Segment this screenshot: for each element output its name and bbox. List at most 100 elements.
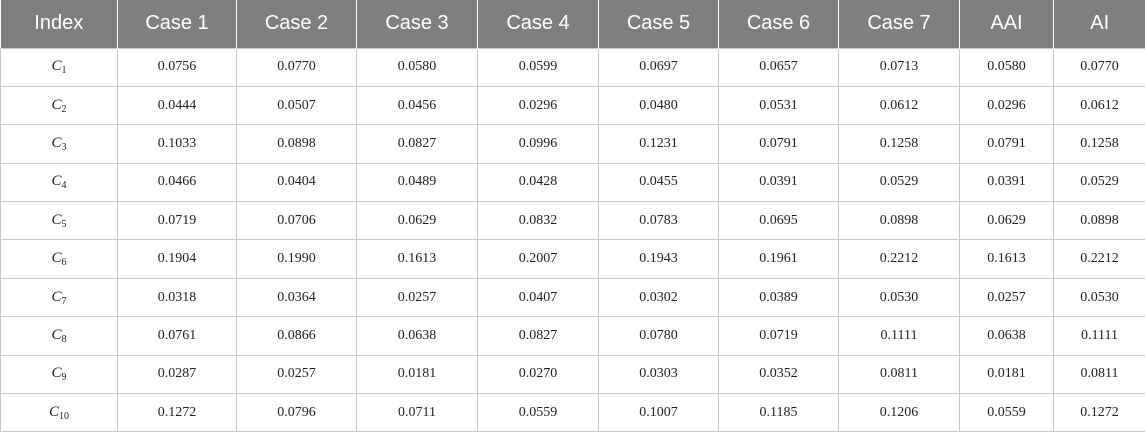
value-cell: 0.0761 — [117, 316, 237, 356]
value-cell: 0.0629 — [959, 201, 1054, 241]
value-cell: 0.0599 — [477, 47, 599, 87]
row-index-cell: C9 — [0, 354, 118, 395]
row-index-cell: C10 — [0, 393, 118, 433]
table-row: C10 0.1272 0.0796 0.0711 0.0559 0.1007 0.1185 0… — [0, 393, 1145, 433]
value-cell: 0.0507 — [236, 85, 357, 126]
index-letter: C — [48, 403, 59, 420]
index-subscript: 5 — [61, 218, 67, 230]
value-cell: 0.0257 — [356, 277, 478, 318]
value-cell: 0.1613 — [356, 239, 478, 279]
value-cell: 0.0996 — [477, 124, 599, 164]
value-cell: 0.0181 — [959, 354, 1054, 395]
value-cell: 0.0529 — [838, 162, 960, 203]
value-cell: 0.0287 — [117, 354, 237, 395]
index-subscript: 1 — [61, 65, 67, 77]
value-cell: 0.2007 — [477, 239, 599, 279]
value-cell: 0.0428 — [477, 162, 599, 203]
value-cell: 0.1033 — [117, 124, 237, 164]
value-cell: 0.2212 — [1053, 239, 1145, 279]
value-cell: 0.0303 — [598, 354, 719, 395]
value-cell: 0.0580 — [356, 47, 478, 87]
row-index-cell: C4 — [0, 162, 118, 203]
row-index-cell: C7 — [0, 277, 118, 318]
value-cell: 0.0270 — [477, 354, 599, 395]
value-cell: 0.0898 — [1053, 201, 1145, 241]
value-cell: 0.0455 — [598, 162, 719, 203]
value-cell: 0.1206 — [838, 393, 960, 433]
index-letter: C — [51, 365, 62, 382]
value-cell: 0.0444 — [117, 85, 237, 126]
index-subscript: 9 — [61, 372, 67, 384]
row-index-cell: C8 — [0, 316, 118, 356]
value-cell: 0.0181 — [356, 354, 478, 395]
value-cell: 0.0780 — [598, 316, 719, 356]
index-subscript: 8 — [61, 333, 67, 345]
header-cell-case-3: Case 3 — [356, 0, 478, 48]
value-cell: 0.1258 — [1053, 124, 1145, 164]
value-cell: 0.0456 — [356, 85, 478, 126]
header-cell-case-7: Case 7 — [838, 0, 960, 48]
value-cell: 0.0657 — [718, 47, 839, 87]
table-row: C3 0.1033 0.0898 0.0827 0.0996 0.1231 0.0791 0.… — [0, 124, 1145, 164]
value-cell: 0.0827 — [477, 316, 599, 356]
value-cell: 0.0391 — [959, 162, 1054, 203]
table-row: C2 0.0444 0.0507 0.0456 0.0296 0.0480 0.0531 0.… — [0, 85, 1145, 126]
table-header: Index Case 1 Case 2 Case 3 Case 4 Case 5… — [0, 0, 1145, 48]
value-cell: 0.0530 — [838, 277, 960, 318]
row-index-cell: C2 — [0, 85, 118, 126]
index-letter: C — [51, 134, 62, 151]
value-cell: 0.0866 — [236, 316, 357, 356]
value-cell: 0.0530 — [1053, 277, 1145, 318]
row-index-cell: C5 — [0, 201, 118, 241]
value-cell: 0.1231 — [598, 124, 719, 164]
value-cell: 0.1943 — [598, 239, 719, 279]
row-index-cell: C3 — [0, 124, 118, 164]
value-cell: 0.0389 — [718, 277, 839, 318]
value-cell: 0.0898 — [236, 124, 357, 164]
value-cell: 0.0257 — [236, 354, 357, 395]
value-cell: 0.0783 — [598, 201, 719, 241]
value-cell: 0.0811 — [838, 354, 960, 395]
table-row: C6 0.1904 0.1990 0.1613 0.2007 0.1943 0.1961 0.… — [0, 239, 1145, 279]
value-cell: 0.2212 — [838, 239, 960, 279]
table-row: C4 0.0466 0.0404 0.0489 0.0428 0.0455 0.0391 0.… — [0, 162, 1145, 203]
value-cell: 0.1258 — [838, 124, 960, 164]
header-cell-case-6: Case 6 — [718, 0, 839, 48]
value-cell: 0.0466 — [117, 162, 237, 203]
header-cell-aai: AAI — [959, 0, 1054, 48]
table-row: C8 0.0761 0.0866 0.0638 0.0827 0.0780 0.0719 0.… — [0, 316, 1145, 356]
value-cell: 0.0811 — [1053, 354, 1145, 395]
header-cell-ai: AI — [1053, 0, 1145, 48]
value-cell: 0.0719 — [718, 316, 839, 356]
header-cell-case-2: Case 2 — [236, 0, 357, 48]
value-cell: 0.0318 — [117, 277, 237, 318]
table-row: C9 0.0287 0.0257 0.0181 0.0270 0.0303 0.0352 0.… — [0, 354, 1145, 395]
value-cell: 0.1111 — [1053, 316, 1145, 356]
value-cell: 0.0791 — [959, 124, 1054, 164]
index-letter: C — [51, 58, 62, 75]
value-cell: 0.0364 — [236, 277, 357, 318]
value-cell: 0.0791 — [718, 124, 839, 164]
index-subscript: 3 — [61, 141, 67, 153]
value-cell: 0.0559 — [959, 393, 1054, 433]
value-cell: 0.0697 — [598, 47, 719, 87]
index-letter: C — [51, 211, 62, 228]
index-subscript: 6 — [61, 257, 67, 269]
value-cell: 0.0629 — [356, 201, 478, 241]
index-letter: C — [51, 173, 62, 190]
row-index-cell: C1 — [0, 47, 118, 87]
header-row: Index Case 1 Case 2 Case 3 Case 4 Case 5… — [0, 0, 1145, 48]
value-cell: 0.0898 — [838, 201, 960, 241]
value-cell: 0.0832 — [477, 201, 599, 241]
table-body: C1 0.0756 0.0770 0.0580 0.0599 0.0697 0.0657 0.… — [0, 47, 1145, 433]
value-cell: 0.0770 — [1053, 47, 1145, 87]
value-cell: 0.0796 — [236, 393, 357, 433]
index-letter: C — [51, 288, 62, 305]
value-cell: 0.0580 — [959, 47, 1054, 87]
value-cell: 0.0489 — [356, 162, 478, 203]
value-cell: 0.0711 — [356, 393, 478, 433]
index-subscript: 7 — [61, 295, 67, 307]
value-cell: 0.0531 — [718, 85, 839, 126]
value-cell: 0.1007 — [598, 393, 719, 433]
